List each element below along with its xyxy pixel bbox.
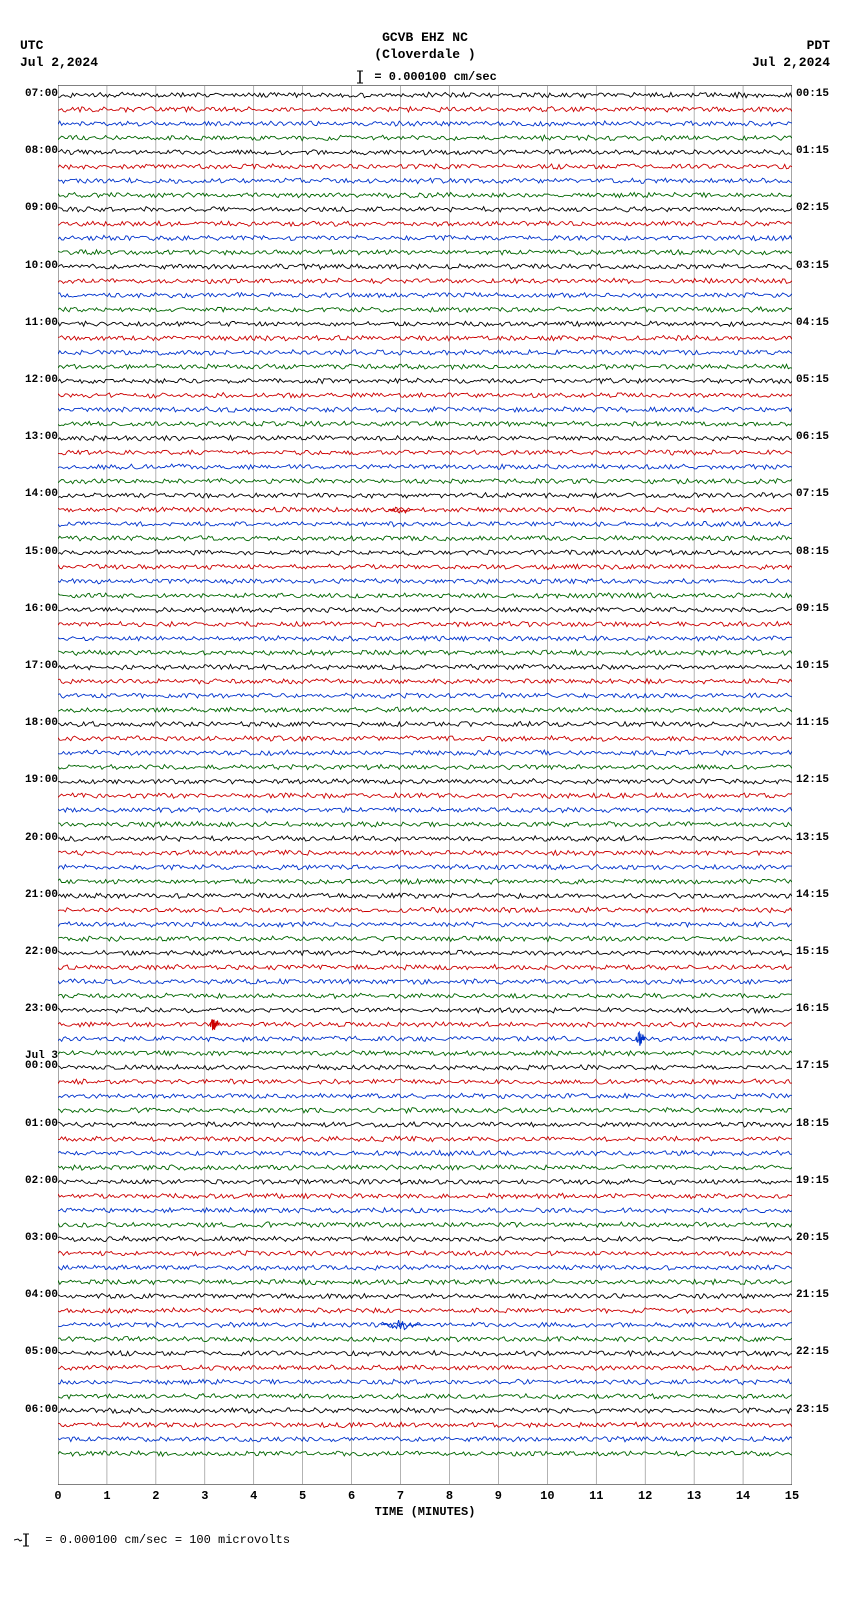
utc-time-label: 05:00 (10, 1347, 58, 1358)
x-tick-label: 15 (785, 1489, 799, 1503)
pdt-time-label: 18:15 (796, 1119, 844, 1130)
pdt-date: Jul 2,2024 (752, 55, 830, 72)
pdt-time-label: 19:15 (796, 1176, 844, 1187)
utc-time-label: 17:00 (10, 661, 58, 672)
utc-time-label: 01:00 (10, 1119, 58, 1130)
utc-time-label: 16:00 (10, 604, 58, 615)
pdt-time-label: 07:15 (796, 489, 844, 500)
x-tick-label: 1 (103, 1489, 110, 1503)
station-location: (Cloverdale ) (10, 47, 840, 64)
footer: = 0.000100 cm/sec = 100 microvolts (10, 1533, 840, 1547)
utc-time-label: 23:00 (10, 1004, 58, 1015)
pdt-time-label: 05:15 (796, 375, 844, 386)
utc-time-label: 04:00 (10, 1290, 58, 1301)
x-axis: TIME (MINUTES) 0123456789101112131415 (58, 1485, 792, 1523)
x-tick-label: 2 (152, 1489, 159, 1503)
utc-time-label: 10:00 (10, 261, 58, 272)
pdt-time-label: 03:15 (796, 261, 844, 272)
seismogram-chart: 07:0008:0009:0010:0011:0012:0013:0014:00… (58, 85, 792, 1485)
pdt-time-label: 04:15 (796, 318, 844, 329)
utc-time-label: 09:00 (10, 203, 58, 214)
pdt-header: PDT Jul 2,2024 (752, 38, 830, 72)
seismogram-svg (58, 85, 792, 1485)
utc-time-label: 15:00 (10, 547, 58, 558)
x-tick-label: 5 (299, 1489, 306, 1503)
utc-time-label: 07:00 (10, 89, 58, 100)
utc-time-label: 00:00 (10, 1061, 58, 1072)
utc-time-axis: 07:00 08:00 09:00 10:00 11:00 12:00 13:00 14:00… (10, 85, 58, 1485)
pdt-time-label: 01:15 (796, 146, 844, 157)
pdt-time-label: 21:15 (796, 1290, 844, 1301)
x-tick-label: 14 (736, 1489, 750, 1503)
x-axis-title: TIME (MINUTES) (375, 1505, 476, 1519)
pdt-time-label: 22:15 (796, 1347, 844, 1358)
pdt-time-label: 02:15 (796, 203, 844, 214)
pdt-time-label: 00:15 (796, 89, 844, 100)
x-tick-label: 11 (589, 1489, 603, 1503)
scale-text: = 0.000100 cm/sec (374, 70, 496, 84)
utc-time-label: 22:00 (10, 947, 58, 958)
pdt-time-label: 08:15 (796, 547, 844, 558)
scale-indicator: = 0.000100 cm/sec (10, 70, 840, 86)
utc-time-label: 12:00 (10, 375, 58, 386)
utc-time-label: 13:00 (10, 432, 58, 443)
footer-scale: = 0.000100 cm/sec = 100 microvolts (45, 1533, 290, 1547)
pdt-time-label: 09:15 (796, 604, 844, 615)
utc-date: Jul 2,2024 (20, 55, 98, 72)
x-tick-label: 8 (446, 1489, 453, 1503)
utc-time-label: 06:00 (10, 1405, 58, 1416)
pdt-time-label: 23:15 (796, 1405, 844, 1416)
pdt-time-label: 16:15 (796, 1004, 844, 1015)
pdt-time-label: 11:15 (796, 718, 844, 729)
x-tick-label: 9 (495, 1489, 502, 1503)
station-code: GCVB EHZ NC (10, 30, 840, 47)
header: UTC Jul 2,2024 GCVB EHZ NC (Cloverdale )… (10, 30, 840, 85)
x-tick-label: 3 (201, 1489, 208, 1503)
utc-time-label: 21:00 (10, 890, 58, 901)
x-tick-label: 0 (54, 1489, 61, 1503)
x-tick-label: 7 (397, 1489, 404, 1503)
utc-time-label: 11:00 (10, 318, 58, 329)
pdt-time-label: 20:15 (796, 1233, 844, 1244)
pdt-time-label: 17:15 (796, 1061, 844, 1072)
pdt-time-label: 13:15 (796, 833, 844, 844)
pdt-time-label: 10:15 (796, 661, 844, 672)
pdt-time-axis: 00:15 01:15 02:15 03:15 04:15 05:15 06:15 07:15… (796, 85, 844, 1485)
x-tick-label: 12 (638, 1489, 652, 1503)
utc-time-label: 19:00 (10, 775, 58, 786)
pdt-label: PDT (752, 38, 830, 55)
utc-time-label: 03:00 (10, 1233, 58, 1244)
pdt-time-label: 15:15 (796, 947, 844, 958)
x-tick-label: 4 (250, 1489, 257, 1503)
x-tick-label: 13 (687, 1489, 701, 1503)
utc-time-label: 02:00 (10, 1176, 58, 1187)
utc-label: UTC (20, 38, 98, 55)
utc-time-label: 18:00 (10, 718, 58, 729)
pdt-time-label: 12:15 (796, 775, 844, 786)
utc-time-label: 20:00 (10, 833, 58, 844)
pdt-time-label: 06:15 (796, 432, 844, 443)
station-header: GCVB EHZ NC (Cloverdale ) = 0.000100 cm/… (10, 30, 840, 86)
pdt-time-label: 14:15 (796, 890, 844, 901)
utc-header: UTC Jul 2,2024 (20, 38, 98, 72)
utc-time-label: 08:00 (10, 146, 58, 157)
x-tick-label: 10 (540, 1489, 554, 1503)
utc-time-label: 14:00 (10, 489, 58, 500)
x-tick-label: 6 (348, 1489, 355, 1503)
